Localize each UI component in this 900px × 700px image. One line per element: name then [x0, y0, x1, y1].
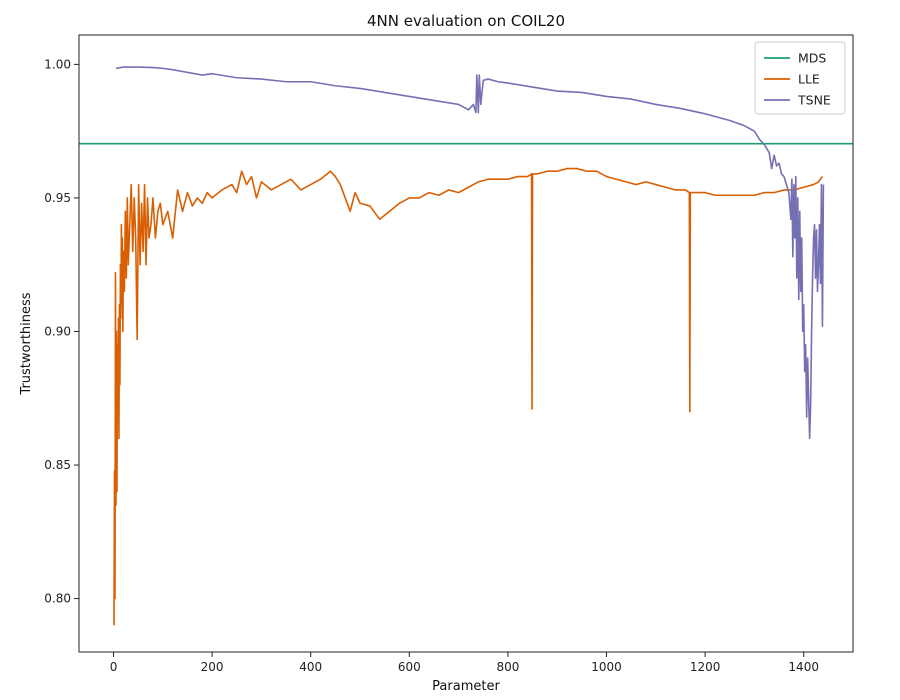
y-tick-label: 0.80: [44, 592, 71, 606]
x-tick-label: 800: [496, 660, 519, 674]
y-tick-label: 1.00: [44, 57, 71, 71]
legend-box: [754, 41, 846, 115]
y-tick-label: 0.85: [44, 458, 71, 472]
plot-frame: [78, 34, 854, 653]
x-tick-label: 200: [201, 660, 224, 674]
legend-label-lle: LLE: [798, 72, 820, 87]
y-tick-label: 0.90: [44, 324, 71, 338]
x-axis: 0 200 400 600 800 1000 1200 1400: [110, 652, 819, 674]
x-tick-label: 600: [398, 660, 421, 674]
y-tick-label: 0.95: [44, 191, 71, 205]
series-layer: [79, 66, 853, 626]
legend-label-mds: MDS: [798, 51, 826, 66]
x-axis-label: Parameter: [432, 679, 500, 694]
series-tsne-line: [115, 66, 825, 440]
y-axis-label: Trustworthiness: [19, 292, 34, 395]
legend: MDS LLE TSNE: [754, 41, 846, 115]
x-tick-label: 400: [299, 660, 322, 674]
x-tick-label: 1000: [591, 660, 622, 674]
y-axis: 0.80 0.85 0.90 0.95 1.00: [44, 57, 79, 606]
x-tick-label: 1400: [788, 660, 819, 674]
chart-title: 4NN evaluation on COIL20: [367, 12, 565, 30]
x-tick-label: 0: [110, 660, 118, 674]
legend-label-tsne: TSNE: [797, 93, 831, 108]
x-tick-label: 1200: [690, 660, 721, 674]
series-lle-line: [113, 167, 824, 626]
